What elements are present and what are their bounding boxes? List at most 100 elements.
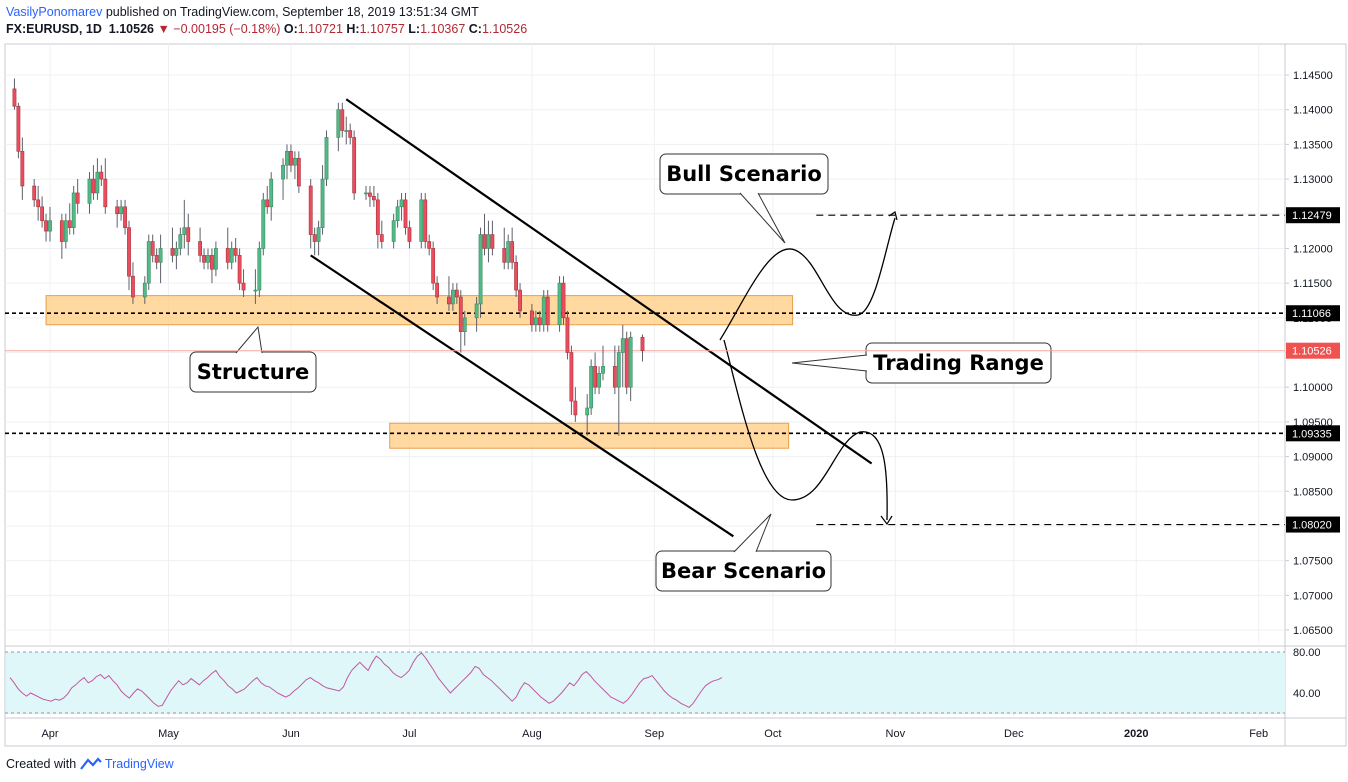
candle[interactable]: [99, 165, 104, 186]
candle[interactable]: [178, 227, 183, 256]
candle[interactable]: [71, 186, 76, 235]
candle[interactable]: [241, 269, 246, 297]
candle[interactable]: [198, 227, 203, 263]
candle[interactable]: [12, 78, 17, 110]
candle[interactable]: [119, 199, 124, 221]
structure-callout[interactable]: Structure: [189, 325, 317, 393]
candle[interactable]: [565, 310, 570, 360]
candle[interactable]: [597, 366, 601, 395]
candle[interactable]: [585, 394, 590, 436]
candle[interactable]: [399, 192, 404, 221]
candle[interactable]: [612, 345, 617, 395]
candle[interactable]: [63, 213, 68, 249]
candle[interactable]: [423, 192, 428, 249]
symbol-label[interactable]: FX:EURUSD, 1D: [6, 22, 102, 36]
support-resistance-zone[interactable]: [45, 295, 794, 326]
bear-scenario-callout[interactable]: Bear Scenario: [655, 513, 832, 592]
candle[interactable]: [257, 241, 262, 298]
candle[interactable]: [289, 144, 293, 173]
candle[interactable]: [573, 387, 578, 422]
bull-scenario-path[interactable]: [719, 217, 896, 341]
candle[interactable]: [478, 227, 483, 318]
candle[interactable]: [91, 165, 96, 200]
trading-range-callout[interactable]: Trading Range: [791, 342, 1052, 384]
candle[interactable]: [316, 220, 321, 256]
author-link[interactable]: VasilyPonomarev: [6, 5, 103, 19]
candle[interactable]: [127, 220, 131, 291]
candle[interactable]: [229, 241, 234, 270]
candle[interactable]: [324, 130, 329, 187]
candle[interactable]: [225, 227, 230, 270]
candle[interactable]: [320, 165, 325, 235]
candle[interactable]: [624, 331, 629, 395]
candle[interactable]: [233, 238, 238, 263]
candle[interactable]: [158, 234, 163, 284]
candle[interactable]: [312, 227, 317, 256]
candle[interactable]: [541, 290, 546, 332]
candle[interactable]: [32, 179, 37, 207]
candle[interactable]: [431, 241, 436, 291]
candle[interactable]: [348, 123, 353, 145]
candle[interactable]: [391, 213, 396, 249]
tradingview-link[interactable]: TradingView: [104, 757, 174, 771]
candle[interactable]: [344, 116, 349, 145]
support-resistance-zone[interactable]: [389, 422, 790, 449]
candle[interactable]: [474, 297, 479, 332]
candle[interactable]: [616, 345, 621, 436]
candle[interactable]: [269, 172, 274, 221]
candle[interactable]: [182, 199, 187, 249]
candle[interactable]: [557, 276, 562, 332]
candle[interactable]: [561, 276, 566, 325]
candle[interactable]: [454, 283, 459, 304]
candle[interactable]: [214, 241, 218, 277]
candle[interactable]: [601, 345, 605, 381]
candle[interactable]: [518, 283, 522, 318]
candle[interactable]: [340, 102, 345, 138]
candle[interactable]: [253, 269, 258, 304]
candle[interactable]: [435, 276, 440, 304]
candle[interactable]: [589, 359, 594, 415]
candle[interactable]: [146, 234, 151, 291]
candle[interactable]: [371, 186, 376, 207]
candle[interactable]: [395, 199, 400, 228]
candle[interactable]: [569, 345, 574, 415]
channel-lower-trendline[interactable]: [310, 254, 734, 538]
bull-scenario-callout[interactable]: Bull Scenario: [659, 153, 829, 244]
candle[interactable]: [450, 283, 455, 311]
candle[interactable]: [462, 310, 467, 346]
candle[interactable]: [537, 310, 542, 332]
candle[interactable]: [336, 102, 341, 152]
candle[interactable]: [514, 255, 519, 297]
candle[interactable]: [375, 192, 380, 249]
candle[interactable]: [506, 234, 511, 270]
candle[interactable]: [427, 234, 432, 256]
candle[interactable]: [628, 331, 633, 402]
candle[interactable]: [44, 213, 48, 242]
candle[interactable]: [502, 227, 507, 270]
candle[interactable]: [115, 199, 120, 228]
bear-scenario-path[interactable]: [723, 339, 888, 521]
candle[interactable]: [364, 186, 368, 200]
candle[interactable]: [352, 130, 357, 200]
candle[interactable]: [20, 137, 25, 200]
candle[interactable]: [150, 234, 155, 263]
channel-upper-trendline[interactable]: [345, 98, 873, 465]
candle[interactable]: [36, 186, 41, 221]
candle[interactable]: [285, 144, 289, 180]
candle[interactable]: [170, 227, 175, 263]
candle[interactable]: [48, 206, 52, 242]
candle[interactable]: [210, 248, 214, 284]
candle[interactable]: [379, 220, 384, 249]
candle[interactable]: [95, 158, 100, 200]
candle[interactable]: [368, 186, 372, 207]
candle[interactable]: [533, 310, 538, 332]
candle[interactable]: [265, 186, 270, 214]
candle[interactable]: [403, 192, 408, 235]
candle[interactable]: [142, 276, 147, 304]
candle[interactable]: [296, 151, 301, 193]
candle[interactable]: [419, 192, 424, 249]
candle[interactable]: [202, 248, 206, 270]
candle[interactable]: [75, 179, 80, 214]
candle[interactable]: [593, 352, 598, 395]
